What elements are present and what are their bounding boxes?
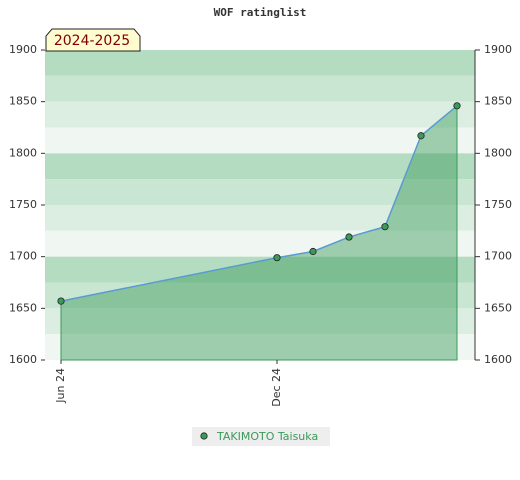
legend-marker (200, 432, 208, 440)
band (45, 205, 475, 231)
y2-tick-label: 1750 (484, 198, 512, 211)
badge-box (45, 28, 141, 52)
marker (417, 132, 425, 140)
band (45, 282, 475, 309)
x-tick-label: Jun 24 (54, 368, 67, 404)
y2-tick-label: 1900 (484, 43, 512, 56)
x-tick-label: Dec 24 (270, 368, 283, 407)
y-tick-label: 1700 (9, 250, 37, 263)
marker (381, 223, 389, 231)
band (45, 101, 475, 128)
legend-box (192, 427, 330, 446)
band (45, 230, 475, 257)
marker (453, 102, 461, 110)
chart-title: WOF ratinglist (214, 6, 307, 19)
marker (57, 297, 65, 305)
y2-tick-label: 1800 (484, 146, 512, 159)
band (45, 308, 475, 335)
y-tick-label: 1750 (9, 198, 37, 211)
season-badge: 2024-2025 (54, 33, 130, 49)
marker (345, 233, 353, 241)
y-tick-label: 1800 (9, 146, 37, 159)
marker (309, 247, 317, 256)
y-tick-label: 1650 (9, 301, 37, 314)
y-tick-label: 1600 (9, 353, 37, 366)
legend-label: TAKIMOTO Taisuka (216, 430, 318, 443)
band (45, 75, 475, 102)
y2-tick-label: 1700 (484, 250, 512, 263)
y-tick-label: 1850 (9, 95, 37, 108)
band (45, 127, 475, 154)
y2-tick-label: 1850 (484, 95, 512, 108)
band (45, 50, 475, 76)
marker (273, 254, 281, 262)
y2-tick-label: 1650 (484, 301, 512, 314)
band (45, 179, 475, 205)
band (45, 334, 475, 360)
y2-tick-label: 1600 (484, 353, 512, 366)
y-tick-label: 1900 (9, 43, 37, 56)
band (45, 153, 475, 180)
plot-area (45, 50, 475, 361)
